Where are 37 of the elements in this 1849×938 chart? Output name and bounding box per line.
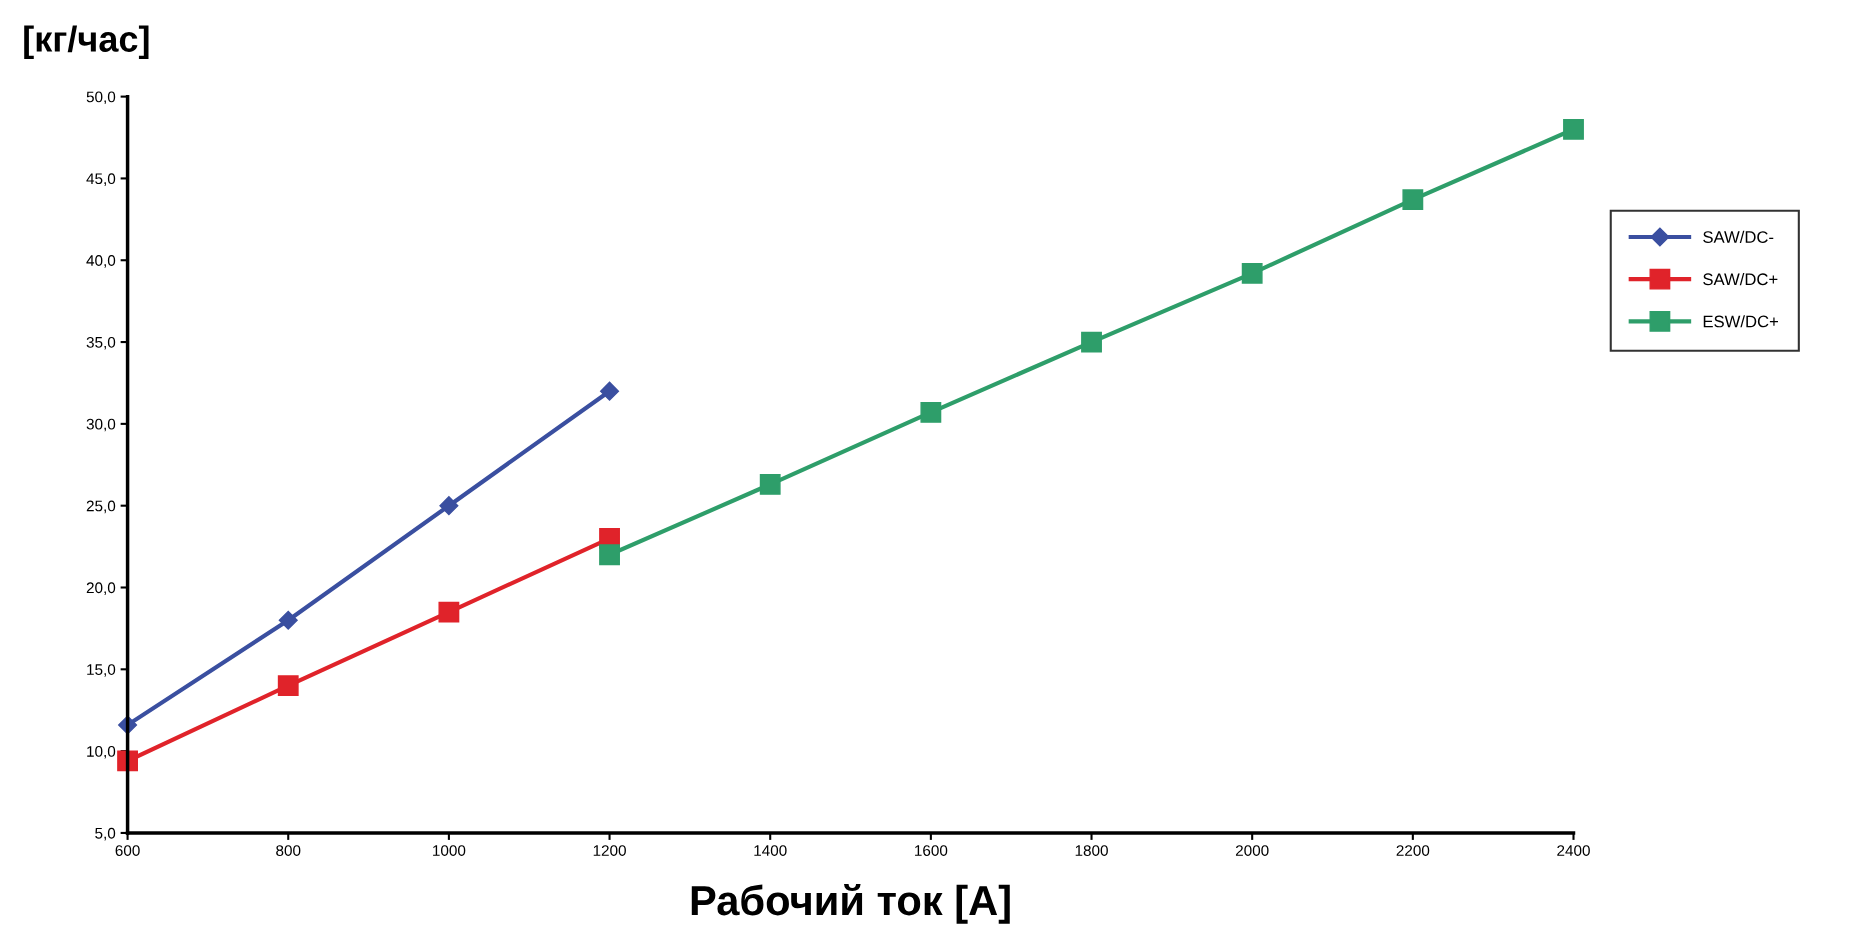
- x-tick-label: 1200: [593, 845, 626, 856]
- x-tick-label: 2000: [1235, 845, 1269, 856]
- x-tick-label: 1400: [754, 845, 787, 856]
- point: [600, 381, 620, 401]
- y-tick-label: 20,0: [86, 582, 116, 595]
- point: [1241, 262, 1263, 284]
- y-tick-label: 45,0: [86, 173, 116, 186]
- legend-label: ESW/DC+: [1703, 315, 1778, 328]
- y-tick-label: 15,0: [87, 664, 116, 677]
- y-tick-label: 35,0: [86, 336, 116, 350]
- point: [278, 610, 298, 630]
- point: [599, 544, 620, 566]
- y-tick-label: 5,0: [95, 827, 116, 841]
- point: [1402, 189, 1424, 211]
- point: [1563, 118, 1584, 140]
- y-axis-title: [кг/час]: [24, 25, 149, 60]
- x-tick-label: 2400: [1557, 845, 1590, 856]
- point: [438, 601, 460, 623]
- x-tick-label: 2200: [1396, 845, 1430, 856]
- y-tick-label: 30,0: [86, 418, 116, 432]
- legend-label: SAW/DC+: [1703, 272, 1778, 286]
- x-tick-label: 1600: [915, 845, 948, 856]
- y-tick-label: 10,0: [87, 746, 116, 759]
- y-tick-label: 25,0: [86, 500, 116, 514]
- legend-label: SAW/DC-: [1703, 230, 1774, 243]
- y-tick-label: 50,0: [86, 91, 116, 105]
- point: [920, 402, 942, 423]
- point: [1081, 331, 1102, 353]
- point: [439, 496, 459, 516]
- point: [759, 473, 781, 495]
- x-tick-label: 1000: [433, 845, 466, 856]
- x-axis-title: Рабочий ток [A]: [691, 883, 1010, 924]
- point: [277, 675, 299, 697]
- x-tick-label: 600: [115, 845, 140, 856]
- x-tick-label: 1800: [1075, 845, 1108, 856]
- y-tick-label: 40,0: [86, 255, 116, 268]
- x-tick-label: 800: [276, 845, 301, 856]
